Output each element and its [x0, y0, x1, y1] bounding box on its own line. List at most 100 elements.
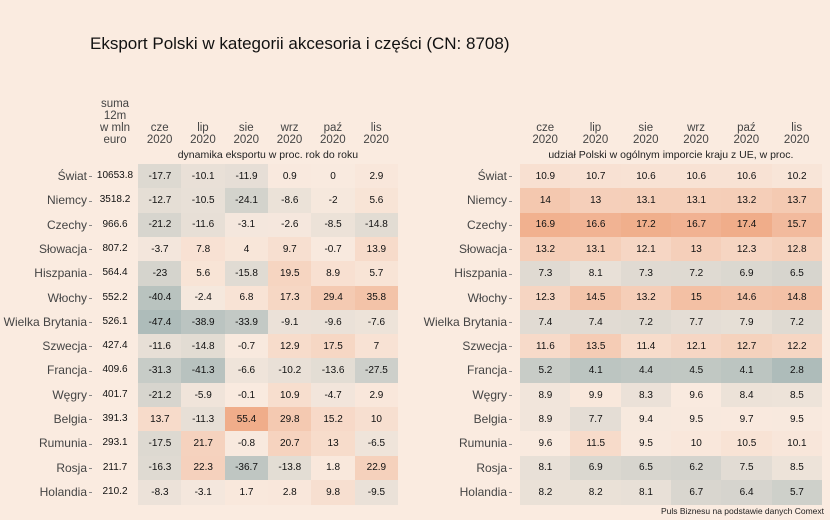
- heatmap-cell: 17.5: [311, 334, 355, 359]
- heatmap-cell: 8.4: [721, 382, 772, 408]
- heatmap-cell: 13.1: [570, 236, 622, 262]
- heatmap-cell: 10.6: [670, 164, 722, 189]
- column-header-3: 2020: [683, 134, 709, 146]
- heatmap-cell: 10.2: [771, 164, 823, 189]
- row-label: Rosja: [56, 461, 92, 475]
- column-header-2: 2020: [233, 134, 260, 146]
- heatmap-cell: 2.8: [267, 479, 312, 505]
- heatmap-cell: 6.9: [570, 455, 622, 481]
- sum-value: 293.1: [102, 437, 128, 449]
- heatmap-cell: 7: [354, 334, 399, 359]
- heatmap-cell: -21.2: [138, 382, 182, 408]
- sum-value: 807.2: [102, 242, 128, 254]
- column-header-4: 2020: [320, 134, 346, 146]
- heatmap-cell: -10.2: [267, 358, 312, 384]
- heatmap-cell: 17.4: [721, 212, 772, 238]
- heatmap-cell: 6.8: [224, 285, 269, 311]
- heatmap-cell: 13.1: [670, 188, 722, 214]
- sum-value: 210.2: [102, 485, 128, 497]
- heatmap-cell: -11.3: [181, 407, 226, 432]
- heatmap-cell: 7.4: [570, 309, 622, 335]
- heatmap-cell: -36.7: [224, 455, 269, 481]
- column-header-2: 2020: [632, 134, 659, 146]
- heatmap-cell: 12.1: [620, 236, 672, 262]
- heatmap-cell: -16.3: [138, 455, 182, 481]
- row-label: Słowacja: [459, 242, 512, 256]
- row-label: Rosja: [476, 461, 512, 475]
- row-label: Świat: [478, 169, 512, 183]
- heatmap-cell: -2: [311, 188, 355, 214]
- heatmap-cell: -13.6: [311, 358, 355, 384]
- column-header-0: cze: [536, 122, 555, 134]
- heatmap-cell: 29.4: [311, 285, 355, 311]
- heatmap-cell: -8.6: [267, 188, 312, 214]
- heatmap-cell: -33.9: [224, 309, 269, 335]
- row-label: Holandia: [40, 485, 92, 499]
- column-header-3: wrz: [280, 122, 299, 134]
- heatmap-cell: 12.3: [520, 285, 571, 311]
- heatmap-cell: 22.3: [181, 455, 226, 481]
- heatmap-cell: -47.4: [138, 309, 182, 335]
- row-label: Francja: [47, 363, 92, 377]
- heatmap-cell: -9.6: [311, 309, 355, 335]
- heatmap-cell: 8.9: [520, 407, 571, 432]
- heatmap-cell: 10.6: [620, 164, 672, 189]
- column-header-1: lip: [589, 122, 602, 134]
- heatmap-cell: 2.9: [354, 382, 399, 408]
- heatmap-cell: 8.1: [570, 261, 622, 286]
- heatmap-cell: 10.6: [721, 164, 772, 189]
- heatmap-cell: -17.5: [138, 431, 182, 457]
- row-label: Szwecja: [462, 339, 512, 353]
- row-label: Francja: [467, 363, 512, 377]
- heatmap-cell: 9.5: [620, 431, 672, 457]
- heatmap-cell: 13: [570, 188, 622, 214]
- heatmap-cell: 7.2: [620, 309, 672, 335]
- heatmap-cell: 9.5: [771, 407, 823, 432]
- heatmap-cell: 19.5: [267, 261, 312, 286]
- heatmap-cell: 6.2: [670, 455, 722, 481]
- heatmap-cell: -4.7: [311, 382, 355, 408]
- heatmap-cell: -40.4: [138, 285, 182, 311]
- row-label: Słowacja: [39, 242, 92, 256]
- heatmap-cell: 8.9: [520, 382, 571, 408]
- sum-header: 12m: [103, 110, 127, 122]
- heatmap-cell: 12.7: [721, 334, 772, 359]
- heatmap-cell: 8.2: [520, 479, 571, 505]
- heatmap-cell: 8.3: [620, 382, 672, 408]
- row-label: Świat: [58, 169, 92, 183]
- heatmap-cell: 11.6: [520, 334, 571, 359]
- column-header-1: 2020: [190, 134, 216, 146]
- row-label: Hiszpania: [454, 266, 512, 280]
- heatmap-cell: 8.5: [771, 382, 823, 408]
- heatmap-cell: -6.5: [354, 431, 399, 457]
- heatmap-cell: -2.6: [267, 212, 312, 238]
- heatmap-cell: -10.5: [181, 188, 226, 214]
- heatmap-cell: 13.2: [520, 236, 571, 262]
- heatmap-cell: 8.5: [771, 455, 823, 481]
- heatmap-cell: -3.1: [224, 212, 269, 238]
- column-header-2: sie: [638, 122, 654, 134]
- heatmap-cell: -6.6: [224, 358, 269, 384]
- heatmap-cell: 1.8: [311, 455, 355, 481]
- heatmap-cell: -15.8: [224, 261, 269, 286]
- heatmap-cell: 9.6: [670, 382, 722, 408]
- heatmap-cell: -11.6: [138, 334, 182, 359]
- column-header-1: 2020: [582, 134, 609, 146]
- heatmap-cell: 9.7: [721, 407, 772, 432]
- heatmap-cell: -17.7: [138, 164, 182, 189]
- heatmap-cell: 13.7: [771, 188, 823, 214]
- heatmap-cell: 14.6: [721, 285, 772, 311]
- heatmap-cell: 2.8: [771, 358, 823, 384]
- column-header-3: wrz: [687, 122, 705, 134]
- heatmap-cell: 13.1: [620, 188, 672, 214]
- heatmap-cell: 14.5: [570, 285, 622, 311]
- heatmap-cell: 10.9: [520, 164, 571, 189]
- heatmap-cell: -12.7: [138, 188, 182, 214]
- heatmap-cell: 7.8: [181, 236, 226, 262]
- row-label: Wielka Brytania: [424, 315, 512, 329]
- heatmap-cell: -0.7: [311, 236, 355, 262]
- heatmap-cell: 15: [670, 285, 722, 311]
- row-label: Węgry: [52, 388, 92, 402]
- heatmap-cell: 9.7: [267, 236, 312, 262]
- heatmap-cell: -0.8: [224, 431, 269, 457]
